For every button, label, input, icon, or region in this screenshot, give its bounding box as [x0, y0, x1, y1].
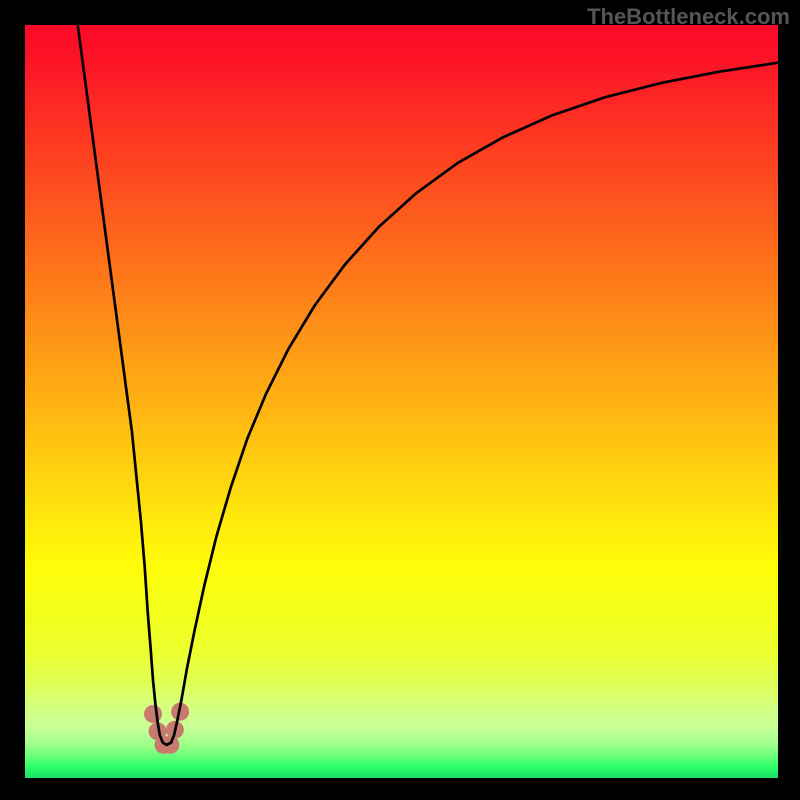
bottleneck-curve [78, 25, 778, 745]
chart-container: TheBottleneck.com [0, 0, 800, 800]
curve-marker [144, 705, 162, 723]
curve-layer [25, 25, 778, 778]
plot-area [25, 25, 778, 778]
